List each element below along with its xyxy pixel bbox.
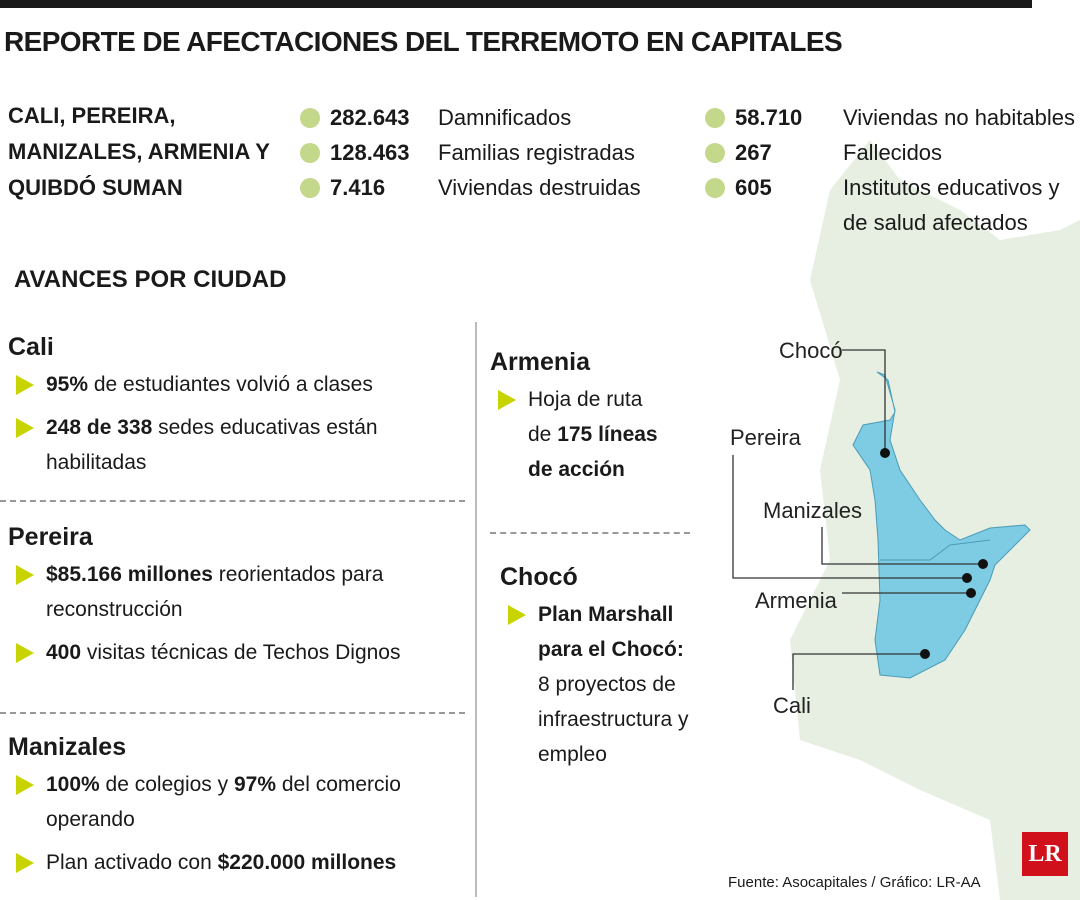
city-block: Manizales 100% de colegios y 97% del come…: [8, 730, 468, 888]
text: 8 proyectos de infraestructura y empleo: [538, 673, 689, 766]
highlight: 97%: [233, 773, 276, 796]
logo: LR: [1022, 832, 1068, 876]
text: sedes educativas están habilitadas: [46, 416, 378, 474]
city-name: Armenia: [490, 348, 591, 376]
highlight: $220.000 millones: [217, 851, 397, 874]
item-text: 400 visitas técnicas de Techos Dignos: [46, 635, 401, 670]
bullet: [16, 853, 34, 873]
highlight: 400: [46, 641, 82, 664]
stat-value: 282.643: [330, 105, 410, 130]
item-text: Plan Marshall para el Chocó: 8 proyectos…: [538, 597, 695, 772]
bullet: [498, 390, 516, 410]
stat: 128.463 Familias registradas: [300, 135, 678, 170]
item: Hoja de ruta de 175 líneas de acción: [490, 382, 670, 487]
stat-value: 605: [735, 175, 772, 200]
stat-value: 128.463: [330, 140, 410, 165]
highlight: 95%: [46, 373, 89, 396]
item-text: Plan activado con $220.000 millones: [46, 845, 396, 880]
divider: [475, 322, 477, 897]
item-text: 248 de 338 sedes educativas están habili…: [46, 410, 448, 480]
highlight: $85.166 millones: [46, 563, 213, 586]
highlight: 248 de 338: [46, 416, 153, 439]
stat-dot: [705, 143, 725, 163]
city-name: Chocó: [500, 563, 578, 591]
item: 400 visitas técnicas de Techos Dignos: [8, 635, 448, 670]
item: 95% de estudiantes volvió a clases: [8, 367, 448, 402]
map-label: Manizales: [763, 498, 862, 523]
map-label: Armenia: [755, 588, 838, 613]
bullet: [16, 643, 34, 663]
city-block: Armenia Hoja de ruta de 175 líneas de acc…: [490, 345, 670, 495]
city-block: Cali 95% de estudiantes volvió a clases 24…: [8, 330, 448, 488]
highlight: 100%: [46, 773, 100, 796]
text: Plan activado con: [46, 851, 218, 874]
stat-dot: [300, 143, 320, 163]
bullet: [16, 418, 34, 438]
bullet: [16, 775, 34, 795]
top-bar: [0, 0, 1032, 8]
item: 248 de 338 sedes educativas están habili…: [8, 410, 448, 480]
city-name: Pereira: [8, 523, 93, 551]
summary-heading: CALI, PEREIRA, MANIZALES, ARMENIA Y QUIB…: [8, 103, 270, 200]
stat: 7.416 Viviendas destruidas: [300, 170, 678, 205]
item-text: 95% de estudiantes volvió a clases: [46, 367, 373, 402]
text: visitas técnicas de Techos Dignos: [81, 641, 401, 664]
map-region: [852, 371, 1031, 679]
separator: [0, 500, 465, 502]
separator: [490, 532, 690, 534]
text: reorientados para reconstrucción: [46, 563, 384, 621]
item-text: $85.166 millones reorientados para recon…: [46, 557, 448, 627]
stat-dot: [300, 178, 320, 198]
item: Plan activado con $220.000 millones: [8, 845, 468, 880]
city-name: Cali: [8, 333, 54, 361]
text: de estudiantes volvió a clases: [88, 373, 373, 396]
stat-label: Viviendas destruidas: [438, 175, 641, 200]
item-text: 100% de colegios y 97% del comercio oper…: [46, 767, 468, 837]
stat: 58.710 Viviendas no habitables: [705, 100, 1080, 135]
text: Hoja de ruta de: [528, 388, 643, 446]
bullet: [508, 605, 526, 625]
leader-lines: [732, 349, 983, 690]
item: 100% de colegios y 97% del comercio oper…: [8, 767, 468, 837]
stat-label: Fallecidos: [843, 140, 943, 165]
text: de colegios y: [99, 773, 234, 796]
stat-dot: [705, 108, 725, 128]
bullet: [16, 375, 34, 395]
highlight: Plan Marshall para el Chocó:: [538, 603, 684, 661]
separator: [0, 712, 465, 714]
item: Plan Marshall para el Chocó: 8 proyectos…: [500, 597, 695, 772]
section-title: AVANCES POR CIUDAD: [14, 266, 287, 293]
stat: 267 Fallecidos: [705, 135, 1080, 170]
title: REPORTE DE AFECTACIONES DEL TERREMOTO EN…: [4, 26, 843, 57]
map-label: Cali: [773, 693, 811, 718]
city-block: Pereira $85.166 millones reorientados par…: [8, 520, 448, 678]
city-name: Manizales: [8, 733, 127, 761]
map-label: Pereira: [730, 425, 802, 450]
item: $85.166 millones reorientados para recon…: [8, 557, 448, 627]
stat-value: 58.710: [735, 105, 803, 130]
map-label: Chocó: [779, 338, 843, 363]
highlight: 175 líneas de acción: [528, 423, 658, 481]
region-border: [880, 539, 991, 561]
stat-label: Familias registradas: [438, 140, 635, 165]
bullet: [16, 565, 34, 585]
item-text: Hoja de ruta de 175 líneas de acción: [528, 382, 670, 487]
city-block: Chocó Plan Marshall para el Chocó: 8 proy…: [500, 560, 695, 780]
stat-dot: [705, 178, 725, 198]
stat-value: 7.416: [330, 175, 386, 200]
source: Fuente: Asocapitales / Gráfico: LR-AA: [728, 874, 981, 891]
city-dots: [880, 448, 988, 659]
stat-label: Damnificados: [438, 105, 572, 130]
stat-dot: [300, 108, 320, 128]
stat-label: Institutos educativos y de salud afectad…: [843, 175, 1060, 235]
stat-label: Viviendas no habitables: [843, 105, 1075, 130]
text: del comercio operando: [46, 773, 401, 831]
stat: 282.643 Damnificados: [300, 100, 678, 135]
stat: 605 Institutos educativos y de salud afec…: [705, 170, 1080, 240]
stat-value: 267: [735, 140, 772, 165]
